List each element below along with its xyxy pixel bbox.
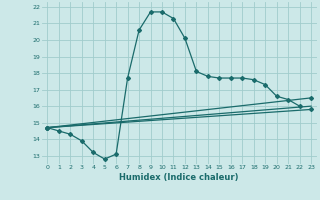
X-axis label: Humidex (Indice chaleur): Humidex (Indice chaleur) [119,173,239,182]
